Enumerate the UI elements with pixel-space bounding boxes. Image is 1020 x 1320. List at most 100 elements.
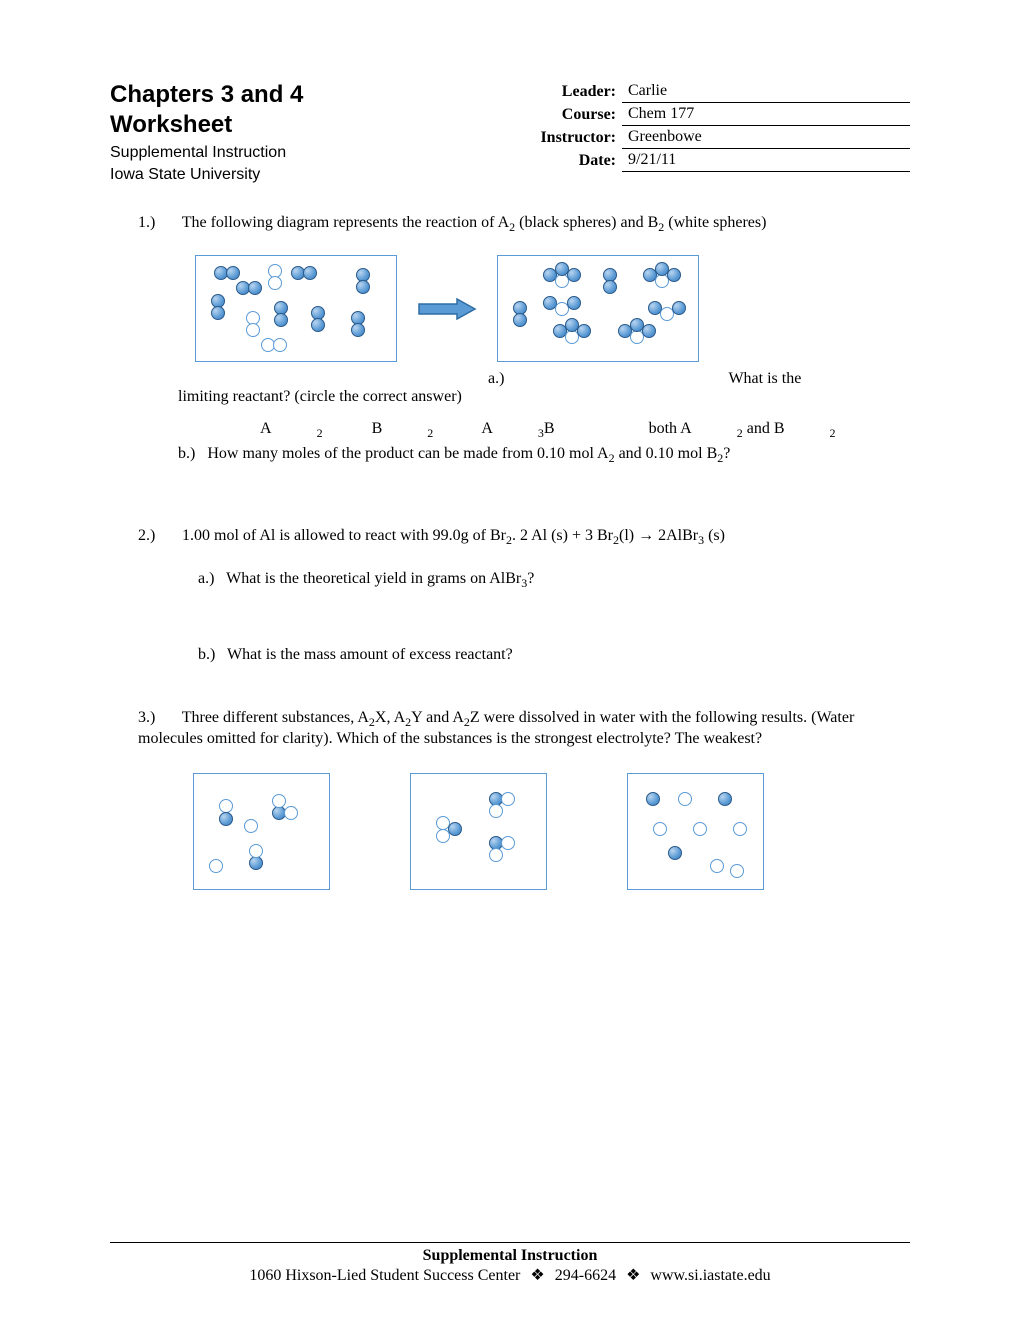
q2-number: 2.) — [138, 527, 178, 545]
white-sphere — [284, 806, 298, 820]
diamond-icon — [620, 1267, 646, 1284]
substance-a2x-box — [193, 773, 330, 890]
info-label: Leader: — [490, 80, 622, 103]
choice-b2: B2 — [372, 420, 434, 437]
blue-sphere — [642, 324, 656, 338]
white-sphere — [273, 338, 287, 352]
q1b-text: How many moles of the product can be mad… — [207, 445, 730, 462]
q2b-text: What is the mass amount of excess reacta… — [227, 646, 513, 663]
blue-sphere — [567, 268, 581, 282]
q2a-label: a.) — [198, 570, 214, 587]
table-row: Course: Chem 177 — [490, 103, 910, 126]
info-value: Greenbowe — [622, 126, 910, 149]
q1b-label: b.) — [178, 445, 195, 462]
info-table: Leader: Carlie Course: Chem 177 Instruct… — [490, 80, 910, 172]
white-sphere — [489, 804, 503, 818]
q2b-label: b.) — [198, 646, 215, 663]
q1a-line: a.) What is the — [178, 370, 910, 388]
doc-title-1: Chapters 3 and 4 — [110, 80, 410, 110]
blue-sphere — [249, 856, 263, 870]
doc-title-2: Worksheet — [110, 110, 410, 140]
choice-both: both A2 and B2 — [649, 420, 836, 437]
footer-title: Supplemental Instruction — [110, 1247, 910, 1265]
white-sphere — [501, 792, 515, 806]
substance-a2z-box — [627, 773, 764, 890]
white-sphere — [209, 859, 223, 873]
q2-text: 1.00 mol of Al is allowed to react with … — [182, 527, 725, 544]
blue-sphere — [311, 318, 325, 332]
electrolyte-diagrams — [193, 773, 910, 890]
white-sphere — [693, 822, 707, 836]
blue-sphere — [603, 280, 617, 294]
header: Chapters 3 and 4 Worksheet Supplemental … — [110, 80, 910, 184]
substance-a2y-box — [410, 773, 547, 890]
choice-a3b: A3B — [481, 420, 599, 437]
arrow-icon — [417, 298, 477, 320]
info-value: Carlie — [622, 80, 910, 103]
q1a-tail: What is the — [728, 370, 801, 387]
footer-contact: 1060 Hixson-Lied Student Success Center … — [110, 1265, 910, 1285]
info-value: 9/21/11 — [622, 149, 910, 172]
content: 1.) The following diagram represents the… — [110, 214, 910, 890]
q1a-label: a.) — [488, 370, 504, 387]
subtitle-2: Iowa State University — [110, 166, 410, 184]
table-row: Leader: Carlie — [490, 80, 910, 103]
table-row: Date: 9/21/11 — [490, 149, 910, 172]
blue-sphere — [672, 301, 686, 315]
choice-a2: A2 — [260, 420, 323, 437]
white-sphere — [219, 799, 233, 813]
q3-text: Three different substances, A2X, A2Y and… — [138, 709, 854, 747]
q1-number: 1.) — [138, 214, 178, 232]
blue-sphere — [219, 812, 233, 826]
answer-choices: A2 B2 A3B both A2 and B2 — [260, 420, 910, 441]
blue-sphere — [303, 266, 317, 280]
white-sphere — [249, 844, 263, 858]
diamond-icon — [524, 1267, 550, 1284]
white-sphere — [246, 323, 260, 337]
blue-sphere — [226, 266, 240, 280]
blue-sphere — [567, 296, 581, 310]
products-box — [497, 255, 699, 362]
info-label: Course: — [490, 103, 622, 126]
blue-sphere — [718, 792, 732, 806]
info-value: Chem 177 — [622, 103, 910, 126]
white-sphere — [244, 819, 258, 833]
q2a: a.) What is the theoretical yield in gra… — [198, 570, 910, 591]
q3-number: 3.) — [138, 709, 178, 727]
blue-sphere — [646, 792, 660, 806]
white-sphere — [653, 822, 667, 836]
footer: Supplemental Instruction 1060 Hixson-Lie… — [110, 1242, 910, 1285]
blue-sphere — [513, 313, 527, 327]
question-1: 1.) The following diagram represents the… — [110, 214, 910, 467]
white-sphere — [730, 864, 744, 878]
white-sphere — [710, 859, 724, 873]
white-sphere — [489, 848, 503, 862]
blue-sphere — [448, 822, 462, 836]
q2b: b.) What is the mass amount of excess re… — [198, 646, 910, 664]
reactants-box — [195, 255, 397, 362]
question-2: 2.) 1.00 mol of Al is allowed to react w… — [110, 527, 910, 664]
blue-sphere — [351, 323, 365, 337]
white-sphere — [272, 794, 286, 808]
info-label: Date: — [490, 149, 622, 172]
question-3: 3.) Three different substances, A2X, A2Y… — [138, 709, 910, 890]
title-block: Chapters 3 and 4 Worksheet Supplemental … — [110, 80, 410, 184]
blue-sphere — [248, 281, 262, 295]
q2a-text: What is the theoretical yield in grams o… — [226, 570, 534, 587]
blue-sphere — [667, 268, 681, 282]
blue-sphere — [274, 313, 288, 327]
white-sphere — [436, 829, 450, 843]
blue-sphere — [668, 846, 682, 860]
blue-sphere — [211, 306, 225, 320]
q1a-line2: limiting reactant? (circle the correct a… — [178, 388, 910, 406]
white-sphere — [268, 276, 282, 290]
q1-text: The following diagram represents the rea… — [182, 214, 767, 231]
subtitle-1: Supplemental Instruction — [110, 144, 410, 162]
blue-sphere — [577, 324, 591, 338]
blue-sphere — [356, 280, 370, 294]
q1b: b.) How many moles of the product can be… — [178, 445, 910, 466]
reaction-diagram — [195, 255, 910, 362]
white-sphere — [501, 836, 515, 850]
info-label: Instructor: — [490, 126, 622, 149]
table-row: Instructor: Greenbowe — [490, 126, 910, 149]
